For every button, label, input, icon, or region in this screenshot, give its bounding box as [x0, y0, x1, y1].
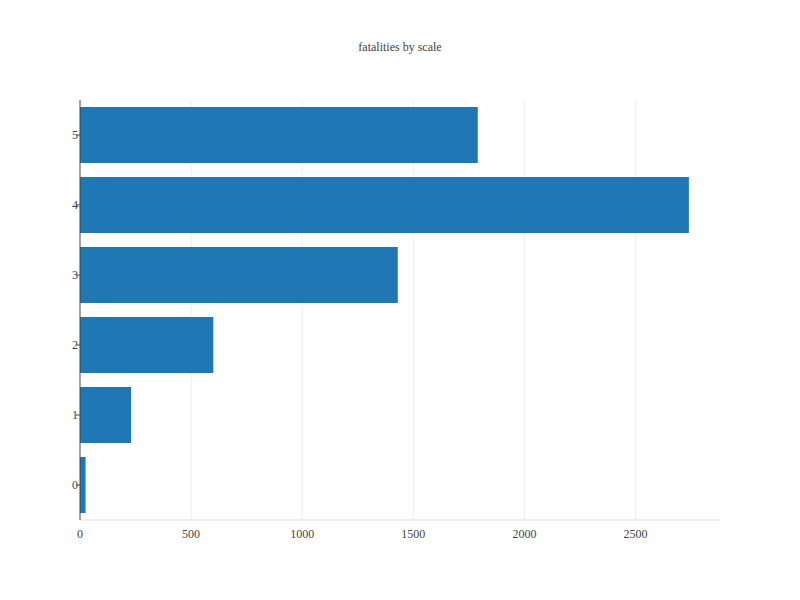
x-tick-label: 2500 [624, 527, 648, 541]
x-tick-label: 1500 [401, 527, 425, 541]
y-tick-label: 0 [72, 478, 78, 492]
x-tick-label: 1000 [290, 527, 314, 541]
x-tick-label: 500 [182, 527, 200, 541]
bar [80, 107, 478, 163]
y-tick-label: 1 [72, 408, 78, 422]
y-tick-label: 5 [72, 128, 78, 142]
bar [80, 317, 213, 373]
bar [80, 247, 398, 303]
chart: fatalities by scale 0 500 1000 1500 2000 2500 0… [0, 0, 800, 600]
bar [80, 177, 689, 233]
y-tick-label: 2 [72, 338, 78, 352]
background [0, 0, 800, 600]
bar [80, 387, 131, 443]
x-tick-label: 0 [77, 527, 83, 541]
bar [80, 457, 86, 513]
bars [80, 107, 689, 513]
title: fatalities by scale [358, 40, 441, 54]
grid-line [635, 100, 636, 520]
x-axis-line [80, 520, 720, 521]
y-axis-line [80, 100, 81, 520]
grid-line [524, 100, 525, 520]
y-tick-label: 4 [72, 198, 78, 212]
x-tick-label: 2000 [512, 527, 536, 541]
y-tick-label: 3 [72, 268, 78, 282]
